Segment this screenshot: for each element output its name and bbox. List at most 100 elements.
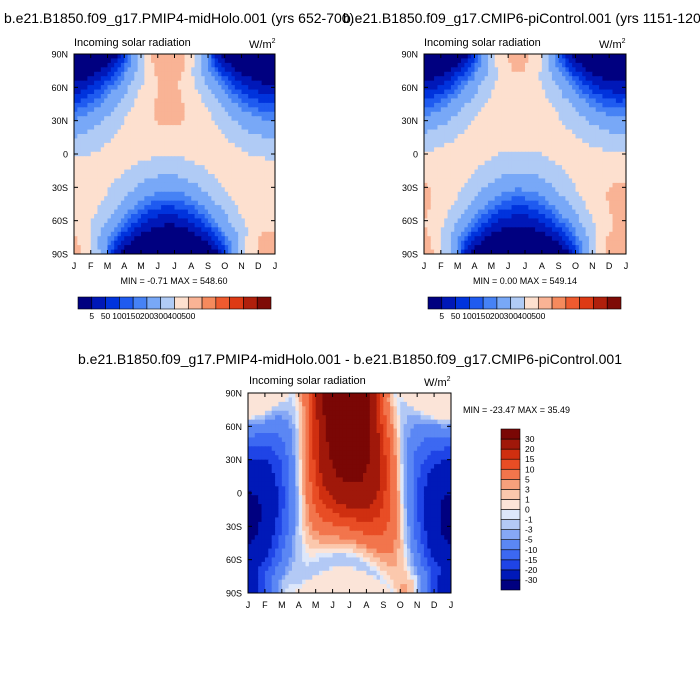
heatmap-cell	[558, 147, 563, 153]
heatmap-cell	[154, 147, 159, 153]
heatmap-cell	[157, 156, 162, 162]
heatmap-cell	[444, 85, 449, 91]
heatmap-cell	[582, 165, 587, 171]
heatmap-cell	[254, 94, 259, 100]
heatmap-cell	[191, 191, 196, 197]
heatmap-cell	[224, 54, 229, 60]
heatmap-cell	[110, 120, 115, 126]
heatmap-cell	[194, 231, 199, 237]
heatmap-cell	[187, 222, 192, 228]
heatmap-cell	[208, 129, 212, 135]
heatmap-cell	[244, 196, 249, 202]
heatmap-cell	[100, 227, 105, 233]
heatmap-cell	[221, 156, 226, 162]
colorbar-swatch	[229, 296, 244, 310]
heatmap-cell	[214, 107, 219, 113]
heatmap-cell	[130, 205, 135, 211]
heatmap-cell	[224, 169, 229, 175]
heatmap-cell	[80, 169, 85, 175]
heatmap-cell	[94, 227, 99, 233]
heatmap-cell	[94, 196, 99, 202]
heatmap-cell	[585, 142, 590, 148]
heatmap-cell	[498, 89, 503, 95]
heatmap-cell	[84, 89, 88, 95]
heatmap-cell	[615, 178, 620, 184]
x-tick-label: J	[156, 261, 161, 271]
heatmap-cell	[444, 116, 449, 122]
heatmap-cell	[248, 120, 253, 126]
heatmap-cell	[545, 89, 550, 95]
heatmap-cell	[204, 58, 209, 64]
heatmap-cell	[244, 218, 249, 224]
heatmap-cell	[174, 169, 179, 175]
heatmap-cell	[538, 111, 543, 117]
heatmap-cell	[498, 191, 503, 197]
heatmap-cell	[444, 182, 449, 188]
heatmap-cell	[491, 209, 496, 215]
heatmap-cell	[592, 200, 597, 206]
heatmap-cell	[555, 191, 560, 197]
heatmap-cell	[535, 85, 540, 91]
heatmap-cell	[498, 71, 503, 77]
heatmap-cell	[184, 231, 189, 237]
heatmap-cell	[444, 102, 449, 108]
heatmap-cell	[231, 67, 236, 73]
heatmap-cell	[538, 129, 543, 135]
heatmap-cell	[171, 165, 176, 171]
heatmap-cell	[437, 191, 442, 197]
heatmap-cell	[605, 80, 610, 86]
heatmap-cell	[572, 209, 577, 215]
heatmap-cell	[238, 71, 243, 77]
heatmap-cell	[595, 147, 600, 153]
heatmap-cell	[538, 98, 543, 104]
heatmap-cell	[124, 191, 129, 197]
heatmap-cell	[77, 191, 82, 197]
heatmap-cell	[151, 245, 155, 251]
heatmap-cell	[454, 138, 459, 144]
heatmap-cell	[120, 218, 125, 224]
heatmap-cell	[141, 169, 145, 175]
y-tick-label: 60S	[52, 216, 68, 226]
heatmap-cell	[572, 89, 577, 95]
heatmap-cell	[201, 94, 206, 100]
heatmap-cell	[622, 120, 626, 126]
heatmap-cell	[531, 116, 536, 122]
heatmap-cell	[167, 165, 172, 171]
heatmap-cell	[484, 134, 489, 140]
heatmap-cell	[104, 231, 109, 237]
heatmap-cell	[271, 107, 275, 113]
heatmap-cell	[578, 76, 583, 82]
heatmap-cell	[187, 182, 192, 188]
heatmap-cell	[467, 62, 472, 68]
heatmap-cell	[484, 120, 489, 126]
heatmap-cell	[194, 151, 199, 157]
heatmap-cell	[487, 67, 492, 73]
heatmap-cell	[187, 102, 192, 108]
heatmap-cell	[271, 58, 275, 64]
heatmap-cell	[187, 138, 192, 144]
heatmap-cell	[137, 129, 142, 135]
heatmap-cell	[271, 134, 275, 140]
heatmap-cell	[167, 178, 172, 184]
heatmap-cell	[538, 107, 543, 113]
heatmap-cell	[605, 200, 610, 206]
heatmap-cell	[514, 205, 519, 211]
heatmap-cell	[197, 125, 202, 131]
heatmap-cell	[565, 138, 570, 144]
heatmap-cell	[619, 142, 624, 148]
heatmap-cell	[141, 187, 145, 193]
heatmap-cell	[201, 85, 206, 91]
heatmap-cell	[114, 191, 119, 197]
heatmap-cell	[141, 58, 145, 64]
heatmap-cell	[447, 134, 452, 140]
heatmap-cell	[248, 209, 253, 215]
heatmap-cell	[231, 147, 236, 153]
heatmap-cell	[555, 187, 560, 193]
heatmap-cell	[134, 85, 139, 91]
heatmap-cell	[197, 187, 202, 193]
heatmap-cell	[151, 71, 155, 77]
heatmap-cell	[538, 89, 543, 95]
heatmap-cell	[562, 134, 566, 140]
heatmap-cell	[491, 165, 496, 171]
